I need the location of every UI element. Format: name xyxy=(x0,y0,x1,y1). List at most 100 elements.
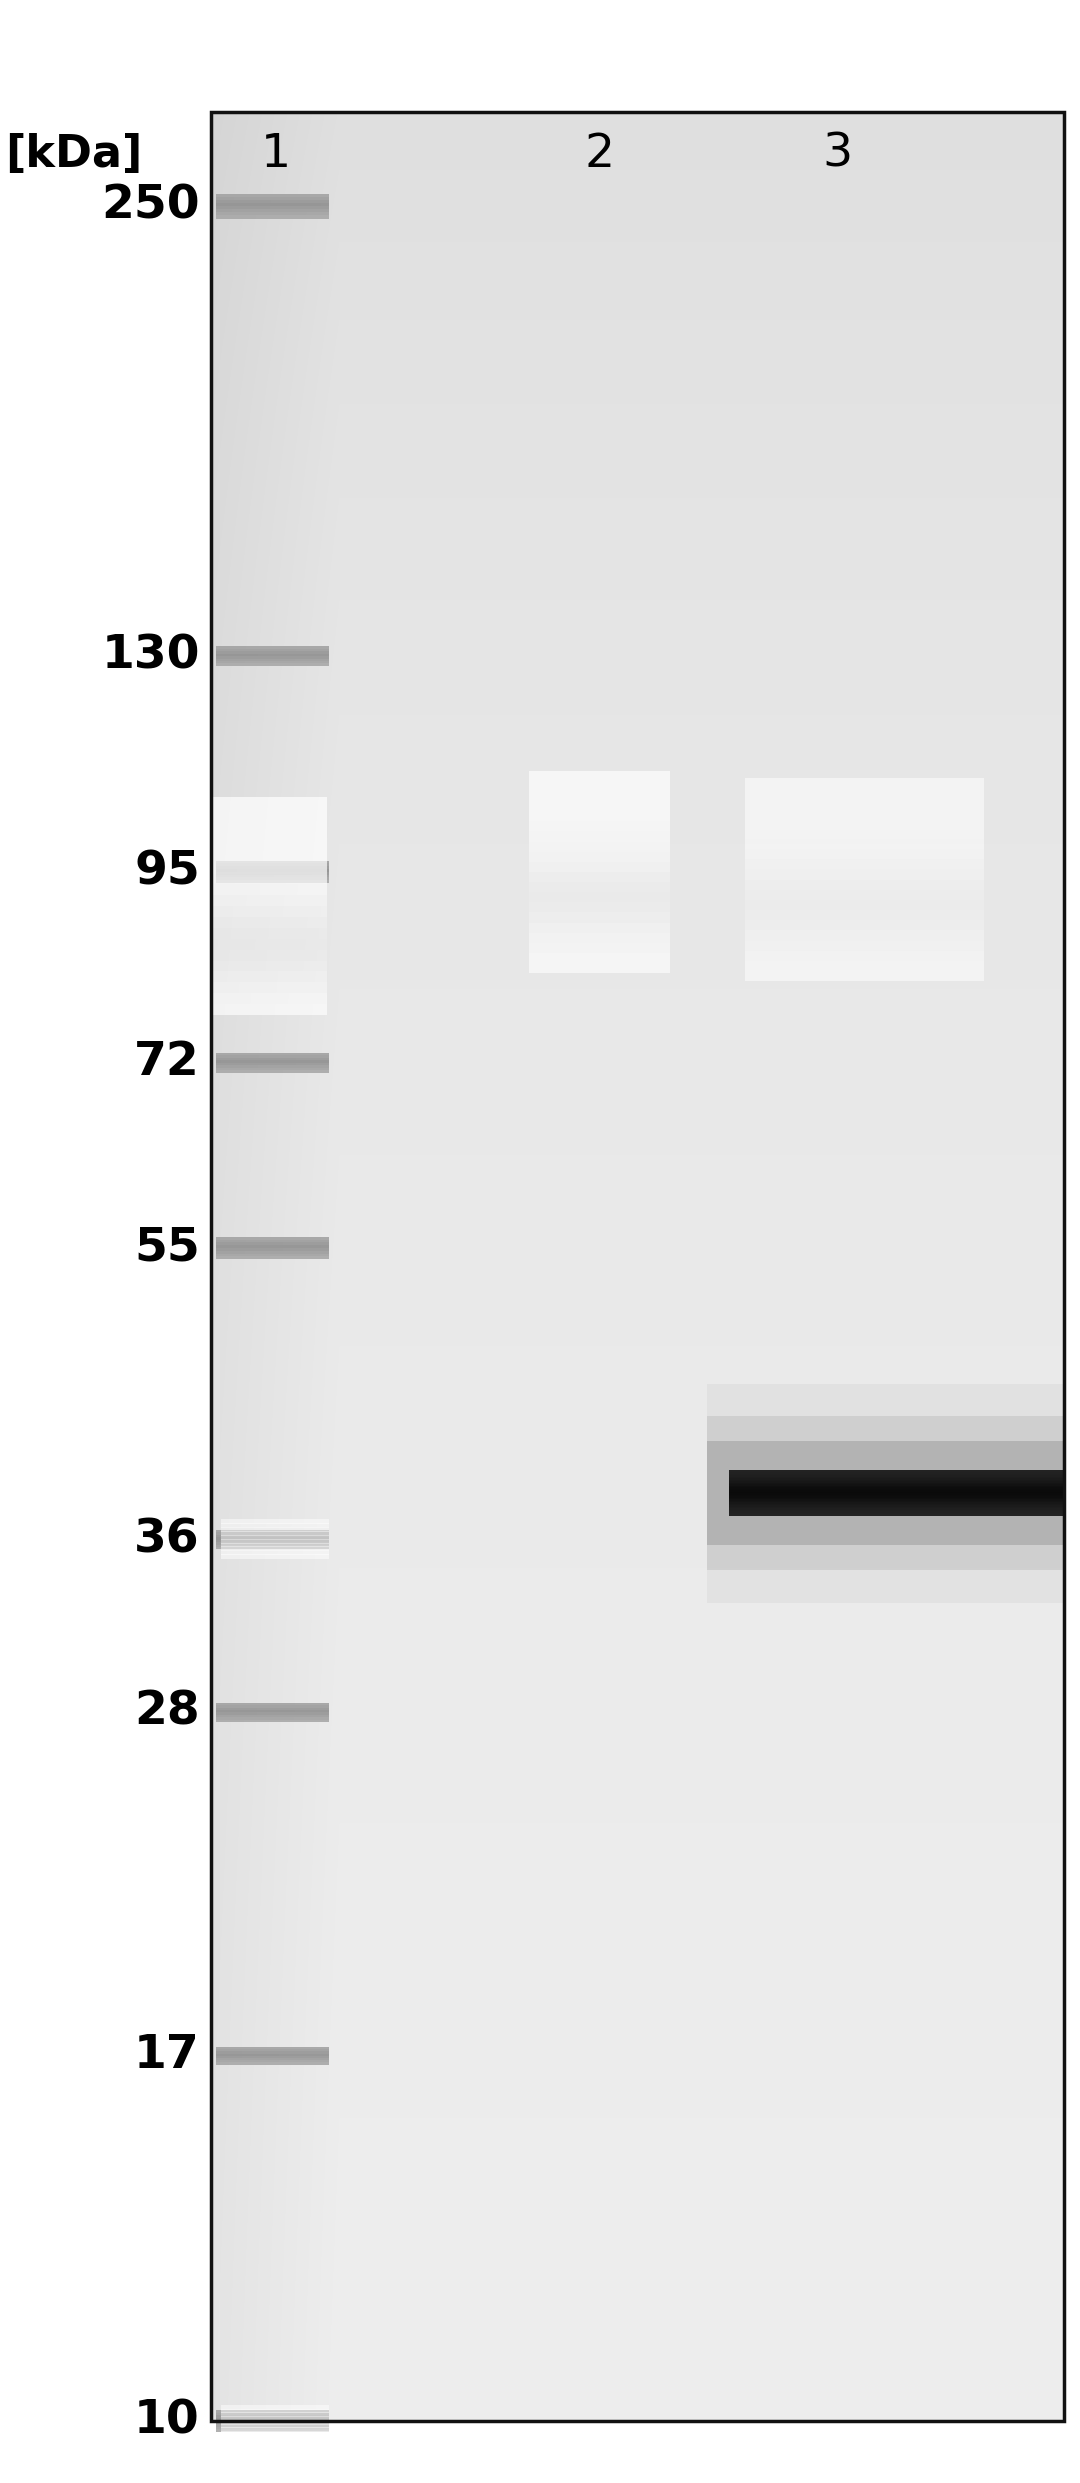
Bar xyxy=(216,1055,329,1058)
Bar xyxy=(216,1249,329,1251)
Bar xyxy=(529,924,670,934)
Bar xyxy=(211,1003,327,1016)
Bar xyxy=(745,971,984,981)
Bar xyxy=(211,852,327,862)
Bar xyxy=(211,983,327,993)
Bar xyxy=(707,1415,1064,1569)
Bar xyxy=(211,949,327,961)
Bar xyxy=(216,869,329,872)
Bar xyxy=(216,1244,329,1249)
Bar xyxy=(529,944,670,953)
Bar xyxy=(729,1475,1064,1477)
Bar xyxy=(211,862,327,874)
Bar xyxy=(211,929,327,939)
Bar xyxy=(216,660,329,663)
Bar xyxy=(529,780,670,792)
Bar xyxy=(216,1530,329,1532)
Bar xyxy=(216,194,329,196)
Bar xyxy=(745,921,984,931)
Bar xyxy=(707,1383,1064,1602)
Bar xyxy=(216,1254,329,1256)
Bar xyxy=(216,1544,329,1547)
Text: 95: 95 xyxy=(134,849,200,894)
Bar xyxy=(729,1512,1064,1515)
Bar xyxy=(221,1554,329,1559)
Bar xyxy=(216,2428,329,2433)
Bar xyxy=(216,206,329,209)
Bar xyxy=(729,1490,1064,1492)
Text: 130: 130 xyxy=(102,633,200,678)
Bar xyxy=(221,1542,329,1547)
Bar xyxy=(529,963,670,973)
Bar xyxy=(216,1711,329,1713)
Bar xyxy=(221,2431,329,2436)
Bar xyxy=(729,1512,1064,1515)
Bar xyxy=(216,2421,329,2423)
Bar xyxy=(216,1703,329,1706)
Bar xyxy=(221,1534,329,1539)
Bar xyxy=(529,911,670,924)
Bar xyxy=(529,881,670,891)
Bar xyxy=(216,1721,329,1723)
Bar xyxy=(729,1487,1064,1490)
Bar xyxy=(216,864,329,867)
Bar xyxy=(745,859,984,869)
Bar xyxy=(745,941,984,951)
Bar xyxy=(216,663,329,665)
Bar xyxy=(216,1053,329,1055)
Bar xyxy=(216,216,329,219)
Bar xyxy=(216,1058,329,1060)
Bar xyxy=(729,1495,1064,1497)
Bar xyxy=(745,819,984,829)
Bar xyxy=(221,2413,329,2418)
Bar xyxy=(221,1527,329,1532)
Bar xyxy=(745,879,984,889)
Bar xyxy=(211,896,327,906)
Bar xyxy=(216,1068,329,1070)
Bar xyxy=(221,2418,329,2423)
Bar xyxy=(216,209,329,214)
Bar xyxy=(211,971,327,983)
Bar xyxy=(211,884,327,896)
Bar xyxy=(729,1480,1064,1482)
Bar xyxy=(729,1485,1064,1487)
Text: 250: 250 xyxy=(102,184,200,228)
Bar xyxy=(211,819,327,829)
Bar xyxy=(729,1472,1064,1475)
Bar xyxy=(729,1495,1064,1497)
Bar xyxy=(729,1482,1064,1485)
Bar xyxy=(211,829,327,842)
Bar xyxy=(211,112,1064,2421)
Bar xyxy=(211,939,327,949)
Bar xyxy=(729,1487,1064,1490)
Bar xyxy=(529,953,670,963)
Bar xyxy=(729,1472,1064,1475)
Bar xyxy=(729,1502,1064,1505)
Bar xyxy=(729,1480,1064,1482)
Bar xyxy=(745,911,984,921)
Bar xyxy=(745,931,984,941)
Bar xyxy=(529,842,670,852)
Bar xyxy=(529,901,670,911)
Bar xyxy=(529,934,670,944)
Bar xyxy=(216,658,329,660)
Bar xyxy=(216,1539,329,1542)
Bar xyxy=(216,1716,329,1718)
Bar xyxy=(221,1530,329,1534)
Bar xyxy=(221,2404,329,2409)
Bar xyxy=(216,881,329,884)
Bar xyxy=(745,797,984,809)
Bar xyxy=(729,1497,1064,1500)
Bar xyxy=(211,874,327,884)
Bar xyxy=(221,1539,329,1544)
Bar xyxy=(221,1520,329,1525)
Bar xyxy=(216,1534,329,1537)
Bar xyxy=(211,797,327,809)
Bar xyxy=(529,872,670,881)
Bar xyxy=(221,2416,329,2421)
Bar xyxy=(216,1065,329,1068)
Bar xyxy=(529,822,670,832)
Text: 17: 17 xyxy=(134,2034,200,2078)
Bar xyxy=(211,993,327,1003)
Bar xyxy=(211,809,327,819)
